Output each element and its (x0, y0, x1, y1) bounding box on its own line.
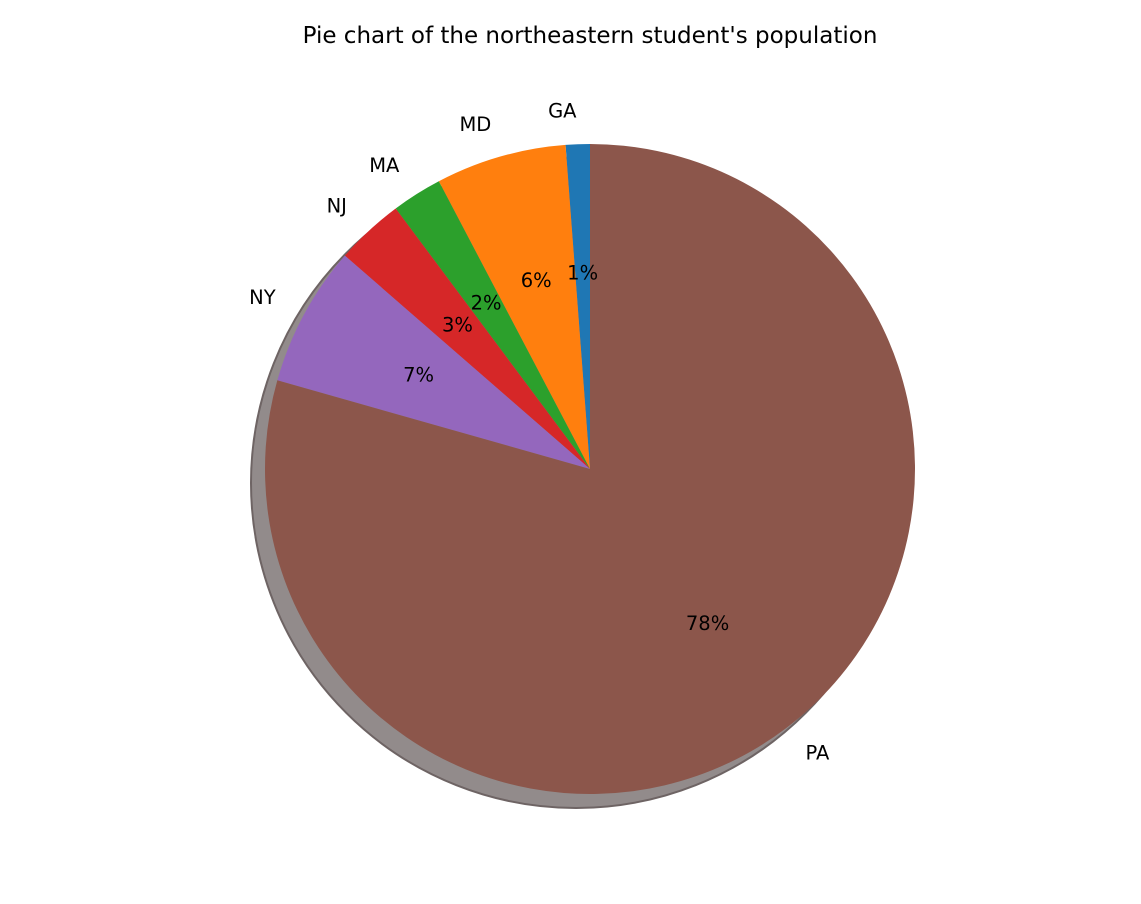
pie-slice-ga (565, 144, 590, 469)
slice-pct-ny: 7% (403, 364, 434, 387)
pie-slice-pa (265, 144, 915, 794)
slice-pct-md: 6% (521, 269, 552, 292)
pie-slices (265, 144, 915, 794)
pie-slice-ny (277, 255, 590, 469)
slice-label-pa: PA (806, 742, 831, 765)
slice-pct-nj: 3% (442, 314, 473, 337)
slice-label-ga: GA (548, 99, 577, 122)
slice-label-ma: MA (369, 154, 400, 177)
slice-pct-ma: 2% (471, 292, 502, 315)
pie-slice-nj (344, 208, 590, 469)
pie-labels: GA MD MA NJ NY PA (249, 99, 830, 764)
chart-title: Pie chart of the northeastern student's … (303, 23, 878, 49)
slice-label-ny: NY (249, 286, 276, 309)
pie-slice-ma (395, 181, 590, 470)
pie-pct-labels: 1% 6% 2%3% 7% 78% (403, 262, 729, 635)
pie-slice-md (438, 144, 590, 470)
slice-pct-pa: 78% (686, 612, 729, 635)
slice-pct-ga: 1% (567, 262, 598, 285)
slice-label-nj: NJ (327, 194, 347, 217)
slice-label-md: MD (459, 113, 491, 136)
